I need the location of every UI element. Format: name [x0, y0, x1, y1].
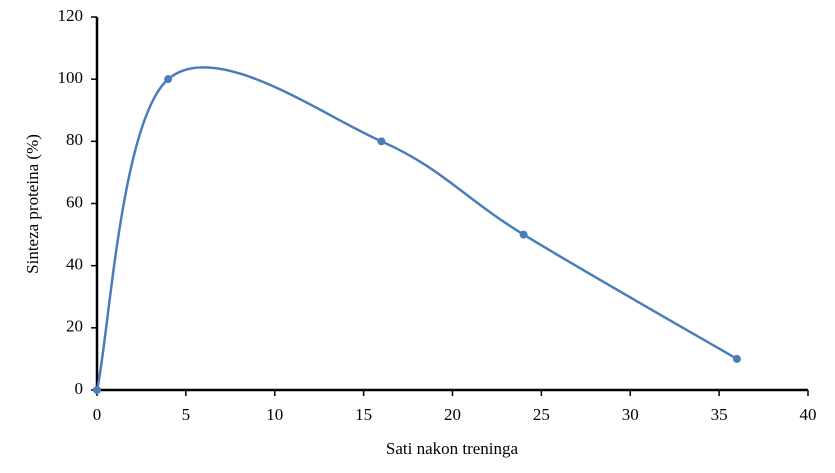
x-tick-label: 30 — [622, 405, 639, 424]
y-tick-label: 100 — [58, 68, 84, 87]
y-tick-label: 0 — [75, 379, 84, 398]
y-axis-label: Sinteza proteina (%) — [23, 134, 42, 274]
point — [93, 386, 101, 394]
x-tick-label: 35 — [711, 405, 728, 424]
x-tick-label: 15 — [355, 405, 372, 424]
x-tick-label: 5 — [182, 405, 191, 424]
x-tick-label: 10 — [266, 405, 283, 424]
line — [95, 66, 738, 391]
point — [732, 354, 741, 363]
y-tick-label: 120 — [58, 6, 84, 25]
x-tick-label: 40 — [800, 405, 817, 424]
y-tick-label: 40 — [66, 255, 83, 274]
y-tick-label: 60 — [66, 192, 83, 211]
x-axis-label: Sati nakon treninga — [386, 439, 519, 458]
y-tick-label: 80 — [66, 130, 83, 149]
y-tick-label: 20 — [66, 317, 83, 336]
point — [519, 230, 528, 239]
x-tick-label: 20 — [444, 405, 461, 424]
point — [164, 75, 173, 84]
x-tick-label: 0 — [93, 405, 102, 424]
point — [377, 137, 386, 146]
x-tick-label: 25 — [533, 405, 550, 424]
